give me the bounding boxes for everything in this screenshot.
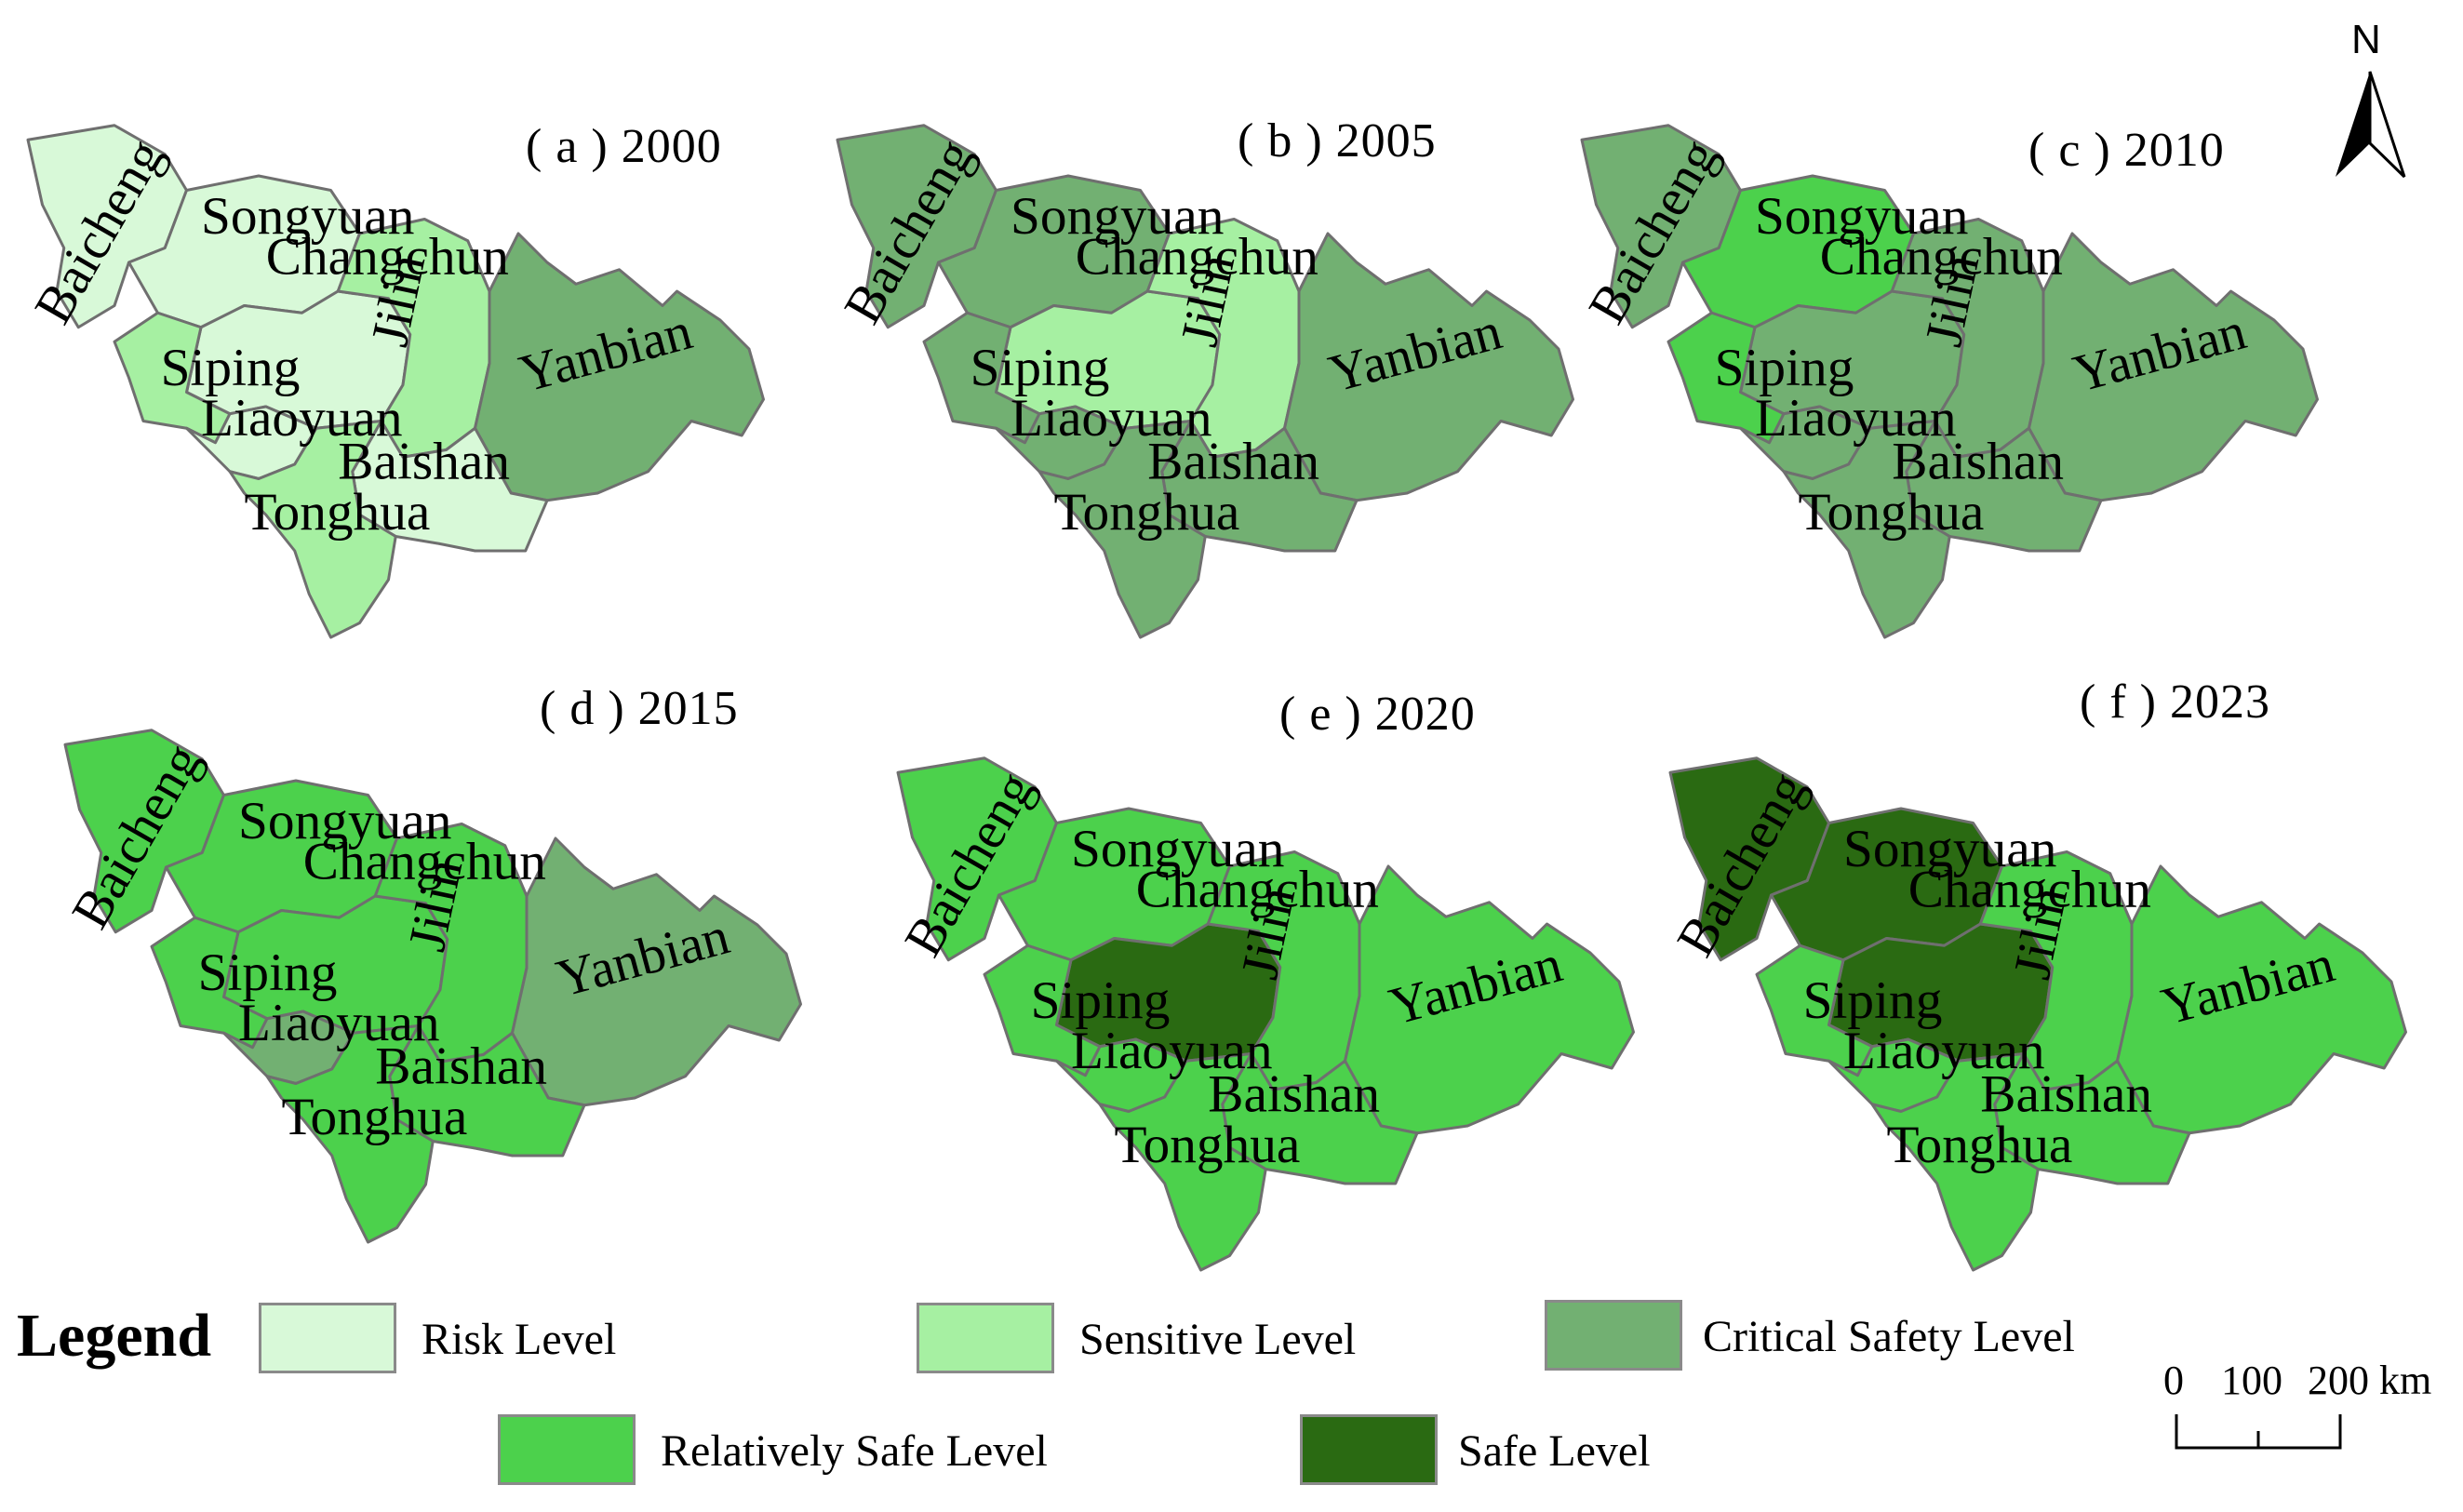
region-baicheng bbox=[1582, 126, 1741, 328]
scale-label-100: 100 bbox=[2221, 1358, 2282, 1403]
city-label-baishan: Baishan bbox=[1980, 1065, 2152, 1124]
choropleth-map: Baicheng SongyuanChangchunJilinYanbianSip… bbox=[833, 140, 1619, 716]
panel-title: ( e ) 2020 bbox=[1279, 688, 1476, 741]
city-label-tonghua: Tonghua bbox=[245, 483, 431, 542]
region-tonghua bbox=[230, 421, 395, 638]
legend-swatch bbox=[917, 1303, 1054, 1373]
scale-bar: 0 100 200 km bbox=[2163, 1357, 2461, 1459]
city-label-baishan: Baishan bbox=[1147, 433, 1319, 491]
region-baicheng bbox=[837, 126, 997, 328]
map-panel-2010: Baicheng Songyuan Changchun Jilin Yanbian Sip… bbox=[1573, 140, 2373, 716]
city-label-siping: Siping bbox=[970, 339, 1110, 397]
legend-label: Critical Safety Level bbox=[1703, 1312, 2075, 1361]
city-label-liaoyuan: Liaoyuan bbox=[1011, 389, 1212, 448]
legend-swatch bbox=[1545, 1300, 1682, 1371]
panel-title: ( a ) 2000 bbox=[526, 120, 722, 173]
city-label-baishan: Baishan bbox=[1208, 1065, 1380, 1124]
city-label-songyuan: Songyuan bbox=[201, 187, 414, 246]
city-label-tonghua: Tonghua bbox=[1115, 1116, 1301, 1174]
legend-swatch bbox=[1300, 1414, 1438, 1485]
city-label-tonghua: Tonghua bbox=[1799, 483, 1985, 542]
city-label-changchun: Changchun bbox=[1076, 227, 1319, 286]
city-label-siping: Siping bbox=[198, 943, 338, 1002]
city-label-songyuan: Songyuan bbox=[238, 792, 451, 850]
city-label-liaoyuan: Liaoyuan bbox=[1755, 389, 1957, 448]
scale-bar-line bbox=[2175, 1414, 2342, 1450]
legend-label: Risk Level bbox=[422, 1315, 617, 1364]
scale-label-0: 0 bbox=[2163, 1358, 2184, 1403]
panel-title: ( d ) 2015 bbox=[540, 682, 739, 735]
city-label-tonghua: Tonghua bbox=[282, 1088, 468, 1146]
city-label-baishan: Baishan bbox=[375, 1037, 547, 1096]
city-label-baishan: Baishan bbox=[338, 433, 510, 491]
region-tonghua bbox=[1784, 421, 1949, 638]
city-label-changchun: Changchun bbox=[303, 832, 546, 890]
city-label-songyuan: Songyuan bbox=[1843, 820, 2056, 878]
panel-title: ( b ) 2005 bbox=[1238, 114, 1437, 167]
city-label-baishan: Baishan bbox=[1892, 433, 2064, 491]
city-label-siping: Siping bbox=[1031, 971, 1171, 1030]
legend-label: Safe Level bbox=[1458, 1426, 1651, 1476]
city-label-songyuan: Songyuan bbox=[1071, 820, 1284, 878]
choropleth-map: Baicheng SongyuanChangchunJilinYanbianSip… bbox=[1577, 140, 2373, 716]
city-label-siping: Siping bbox=[1803, 971, 1943, 1030]
region-baicheng bbox=[898, 758, 1057, 960]
map-panel-2000: Baicheng Songyuan Changchun Jilin Yanbian Sip… bbox=[19, 120, 819, 716]
map-panel-2015: Baicheng Songyuan Changchun Jilin Yanbian Sip… bbox=[56, 682, 856, 1321]
map-panel-2005: Baicheng Songyuan Changchun Jilin Yanbian Sip… bbox=[819, 114, 1619, 716]
legend-swatch bbox=[498, 1414, 636, 1485]
city-label-liaoyuan: Liaoyuan bbox=[201, 389, 403, 448]
city-label-changchun: Changchun bbox=[1136, 860, 1379, 918]
city-label-tonghua: Tonghua bbox=[1887, 1116, 2073, 1174]
choropleth-map: Baicheng SongyuanChangchunJilinYanbianSip… bbox=[893, 791, 1684, 1368]
region-tonghua bbox=[1039, 421, 1205, 638]
legend-label: Sensitive Level bbox=[1079, 1315, 1357, 1364]
city-label-songyuan: Songyuan bbox=[1755, 187, 1968, 246]
region-tonghua bbox=[1100, 1054, 1265, 1271]
city-label-songyuan: Songyuan bbox=[1011, 187, 1224, 246]
region-tonghua bbox=[1872, 1054, 2038, 1271]
region-baicheng bbox=[65, 730, 224, 932]
panel-title: ( c ) 2010 bbox=[2028, 124, 2225, 177]
city-label-tonghua: Tonghua bbox=[1054, 483, 1240, 542]
city-label-changchun: Changchun bbox=[1820, 227, 2063, 286]
legend-swatch bbox=[259, 1303, 396, 1373]
north-arrow-icon bbox=[2336, 71, 2406, 179]
legend-label: Relatively Safe Level bbox=[661, 1426, 1048, 1476]
city-label-liaoyuan: Liaoyuan bbox=[238, 994, 440, 1052]
north-label: N bbox=[2351, 17, 2381, 62]
region-baicheng bbox=[1670, 758, 1829, 960]
city-label-liaoyuan: Liaoyuan bbox=[1843, 1022, 2045, 1080]
panel-title: ( f ) 2023 bbox=[2080, 676, 2270, 729]
choropleth-map: Baicheng SongyuanChangchunJilinYanbianSip… bbox=[60, 744, 856, 1321]
city-label-siping: Siping bbox=[161, 339, 301, 397]
city-label-siping: Siping bbox=[1715, 339, 1854, 397]
choropleth-map: Baicheng SongyuanChangchunJilinYanbianSip… bbox=[1666, 791, 2456, 1368]
map-panel-2020: Baicheng Songyuan Changchun Jilin Yanbian Sip… bbox=[884, 688, 1684, 1368]
choropleth-map: Baicheng SongyuanChangchunJilinYanbianSip… bbox=[23, 140, 819, 716]
region-baicheng bbox=[28, 126, 187, 328]
legend-title: Legend bbox=[17, 1302, 212, 1370]
city-label-changchun: Changchun bbox=[1908, 860, 2151, 918]
map-panel-2023: Baicheng Songyuan Changchun Jilin Yanbian Sip… bbox=[1656, 676, 2456, 1368]
city-label-changchun: Changchun bbox=[266, 227, 509, 286]
scale-label-200: 200 km bbox=[2308, 1358, 2432, 1403]
city-label-liaoyuan: Liaoyuan bbox=[1071, 1022, 1273, 1080]
region-tonghua bbox=[267, 1026, 433, 1243]
